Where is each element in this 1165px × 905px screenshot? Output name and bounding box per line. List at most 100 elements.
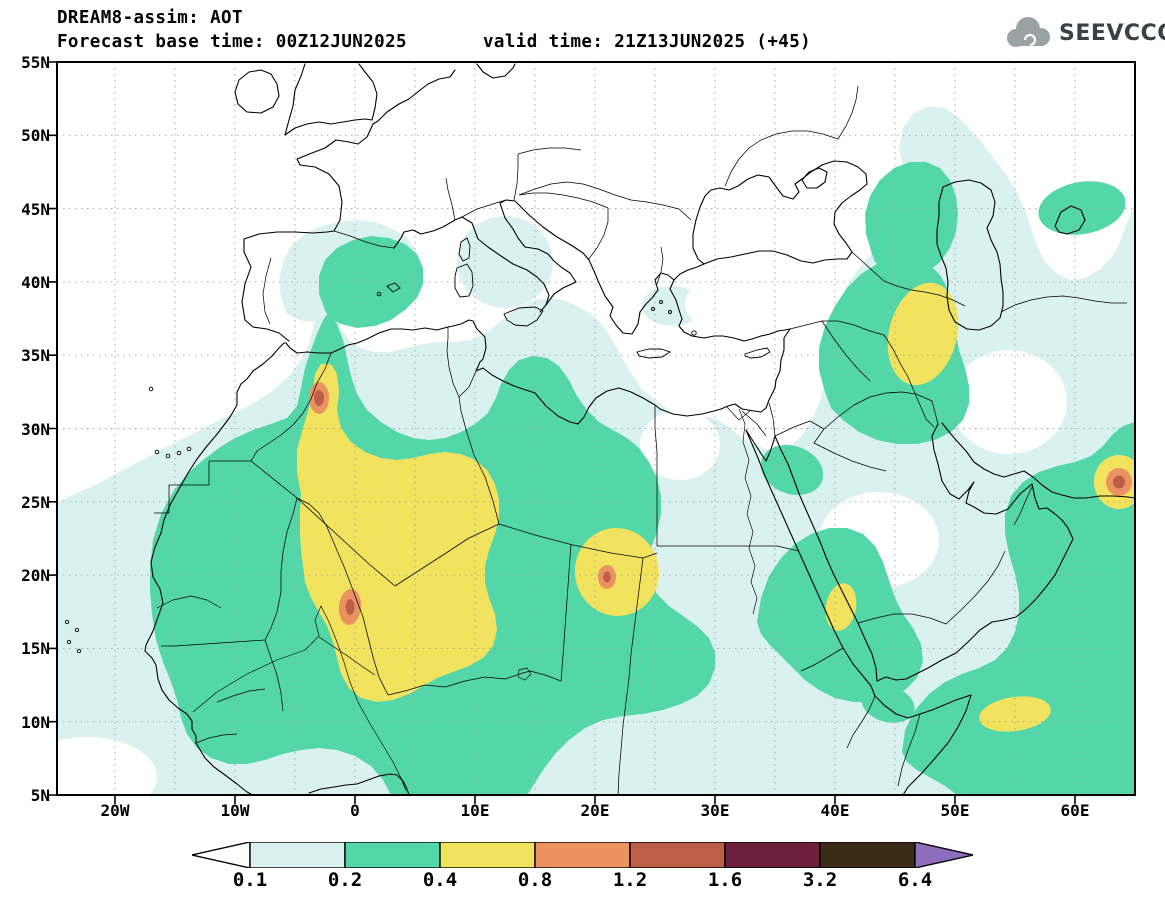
coast-baltic: [476, 63, 516, 79]
map-panel: [43, 56, 1147, 809]
lake-chad: [517, 667, 532, 681]
y-axis-label: 40N: [21, 273, 50, 292]
x-axis-label: 60E: [1060, 801, 1090, 820]
y-axis-label: 5N: [30, 786, 50, 805]
colorbar-cell-3: [439, 841, 536, 869]
forecast-base-time: Forecast base time: 00Z12JUN2025: [57, 32, 407, 52]
caspian-sea: [936, 179, 1004, 331]
colorbar-scale: [191, 841, 974, 869]
field-level-12-east: [1113, 475, 1125, 489]
colorbar-cell-1: [249, 841, 346, 869]
x-axis-label: 10E: [460, 801, 490, 820]
coast-balkan-greece: [514, 200, 705, 335]
island-aegean-2: [668, 310, 672, 314]
field-level-12-morocco: [314, 390, 324, 406]
island-sicily: [503, 306, 544, 327]
coast-gulf-of-guinea: [308, 773, 410, 795]
field-level-08: [309, 382, 1132, 625]
borders-europe-caucasus: [262, 85, 1127, 325]
field-level-12-mali: [345, 599, 355, 615]
colorbar-label: 3.2: [802, 869, 838, 891]
rivers: [156, 406, 758, 792]
colorbar-label: 0.1: [232, 869, 268, 891]
sea-of-azov: [801, 167, 828, 189]
cloud-icon: [1007, 17, 1050, 47]
field-level-04-somalia: [979, 696, 1051, 732]
logo: SEEVCCC: [1001, 14, 1165, 52]
coast-france-italy: [393, 216, 550, 313]
island-canary-3: [176, 450, 182, 456]
island-mallorca: [386, 282, 401, 293]
island-capeverde-3: [66, 639, 72, 645]
colorbar-label: 0.8: [517, 869, 553, 891]
field-level-12: [314, 390, 1125, 615]
field-level-04-redsea: [825, 583, 857, 631]
iran-coast: [941, 422, 1135, 499]
colorbar-arrow-below: [191, 841, 251, 869]
colorbar-cell-5: [629, 841, 726, 869]
x-axis-label: 20E: [580, 801, 610, 820]
islands: [64, 237, 771, 654]
x-axis-label: 10W: [220, 801, 250, 820]
axis-ticks-bottom: [114, 795, 1076, 804]
field-level-02-topright: [1038, 181, 1126, 235]
colorbar-cell-7: [819, 841, 916, 869]
borders-middle-east: [741, 320, 1033, 787]
field-level-02-caucasus: [865, 162, 958, 278]
island-canary-1: [154, 449, 160, 455]
black-sea: [692, 160, 868, 265]
colorbar-label: 6.4: [897, 869, 933, 891]
coast-england: [284, 63, 378, 136]
island-capeverde-4: [76, 648, 82, 654]
colorbar-label: 1.2: [612, 869, 648, 891]
y-axis-label: 55N: [21, 53, 50, 72]
y-axis-label: 15N: [21, 639, 50, 658]
plot-title: DREAM8-assim: AOT: [57, 8, 243, 28]
y-axis-label: 50N: [21, 126, 50, 145]
valid-time: valid time: 21Z13JUN2025 (+45): [483, 32, 812, 52]
island-capeverde-1: [64, 619, 70, 625]
colorbar-label: 1.6: [707, 869, 743, 891]
nile-river: [738, 408, 758, 615]
colorbar: [191, 841, 974, 869]
y-axis-label: 45N: [21, 200, 50, 219]
field-level-02-levant: [760, 444, 824, 496]
x-axis-label: 0: [350, 801, 360, 820]
borders-west-africa: [161, 497, 524, 744]
field-clear-gaps: [57, 270, 1067, 795]
horn-of-africa-coast: [874, 694, 972, 795]
coast-ireland: [234, 69, 280, 114]
island-sardinia: [454, 263, 474, 298]
coast-turkey: [669, 279, 791, 342]
map-canvas: [48, 61, 1136, 804]
x-axis-label: 20W: [100, 801, 130, 820]
island-ibiza: [376, 291, 382, 297]
field-level-02-iberia: [319, 236, 423, 328]
colorbar-cell-6: [724, 841, 821, 869]
island-aegean-1: [659, 300, 663, 304]
island-crete: [636, 348, 672, 359]
aral-sea: [1054, 205, 1086, 235]
x-axis-label: 30E: [700, 801, 730, 820]
island-corsica: [458, 237, 471, 262]
field-level-02-arabia: [902, 422, 1135, 795]
island-canary-2: [165, 453, 171, 459]
y-axis-label: 20N: [21, 566, 50, 585]
field-level-12-chad: [603, 571, 611, 583]
sinai-coast: [745, 429, 776, 462]
aot-field: [57, 106, 1135, 795]
field-level-01-italy: [457, 216, 553, 308]
coast-italy-adriatic: [499, 199, 577, 306]
country-borders: [154, 85, 1127, 795]
borders-nw-africa: [154, 327, 500, 587]
y-axis-label: 30N: [21, 420, 50, 439]
island-madeira: [148, 386, 154, 392]
red-sea-west-coast: [745, 429, 876, 697]
y-axis-label: 25N: [21, 493, 50, 512]
senegal-river: [156, 595, 222, 609]
island-capeverde-2: [74, 627, 80, 633]
field-level-04-iraq: [887, 282, 959, 386]
coast-north-africa: [144, 319, 791, 795]
arabia-south-coast: [876, 483, 1074, 682]
coast-iberia-france: [241, 69, 456, 342]
